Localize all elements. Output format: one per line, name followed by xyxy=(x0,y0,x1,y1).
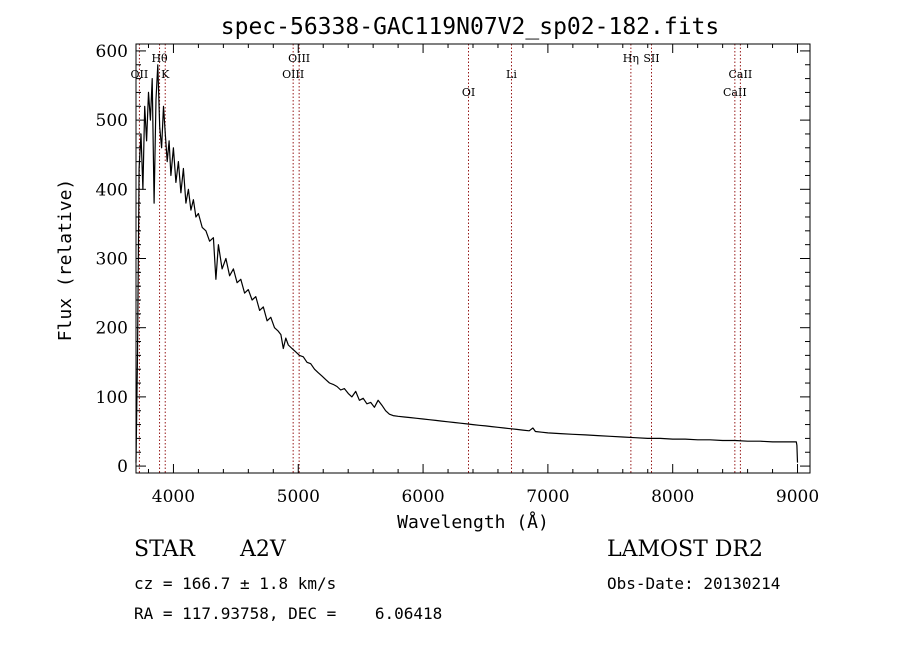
marker-label-9: CaII xyxy=(723,86,747,99)
y-axis: 0 100 200 300 400 500 600 xyxy=(96,42,810,477)
x-tick-label-5: 9000 xyxy=(776,487,819,507)
x-tick-label-0: 4000 xyxy=(152,487,195,507)
marker-label-6: Li xyxy=(506,68,517,81)
x-axis: 4000 5000 6000 7000 8000 9000 xyxy=(147,44,819,507)
marker-label-2: K xyxy=(161,68,170,81)
x-tick-label-2: 6000 xyxy=(401,487,444,507)
marker-lines xyxy=(138,44,741,473)
marker-label-1: Hθ xyxy=(151,52,168,65)
marker-label-7: Hη xyxy=(623,52,639,65)
object-type: STAR xyxy=(134,537,195,562)
y-axis-label: Flux (relative) xyxy=(55,179,76,342)
plot-frame xyxy=(135,43,811,474)
marker-label-10: CaII xyxy=(729,68,753,81)
marker-label-3: OIII xyxy=(282,68,304,81)
marker-label-0: OII xyxy=(131,68,149,81)
y-tick-label-6: 600 xyxy=(96,42,128,62)
coordinates: RA = 117.93758, DEC = 6.06418 xyxy=(134,604,443,623)
marker-label-8: SII xyxy=(643,52,659,65)
y-tick-label-0: 0 xyxy=(117,457,128,477)
spectrum-line xyxy=(135,64,799,463)
y-tick-label-1: 100 xyxy=(96,388,128,408)
chart-title: spec-56338-GAC119N07V2_sp02-182.fits xyxy=(221,14,720,40)
marker-label-4: OIII xyxy=(288,52,310,65)
x-tick-label-1: 5000 xyxy=(277,487,320,507)
y-tick-label-3: 300 xyxy=(96,250,128,270)
survey-name: LAMOST DR2 xyxy=(607,537,763,562)
x-tick-label-3: 7000 xyxy=(526,487,569,507)
x-tick-label-4: 8000 xyxy=(651,487,694,507)
y-tick-label-2: 200 xyxy=(96,319,128,339)
x-axis-label: Wavelength (Å) xyxy=(397,511,549,533)
observation-date: Obs-Date: 20130214 xyxy=(607,574,781,593)
redshift-value: cz = 166.7 ± 1.8 km/s xyxy=(134,574,337,593)
marker-label-5: OI xyxy=(462,86,475,99)
y-tick-label-4: 400 xyxy=(96,180,128,200)
y-tick-label-5: 500 xyxy=(96,111,128,131)
spectral-subclass: A2V xyxy=(240,537,286,562)
